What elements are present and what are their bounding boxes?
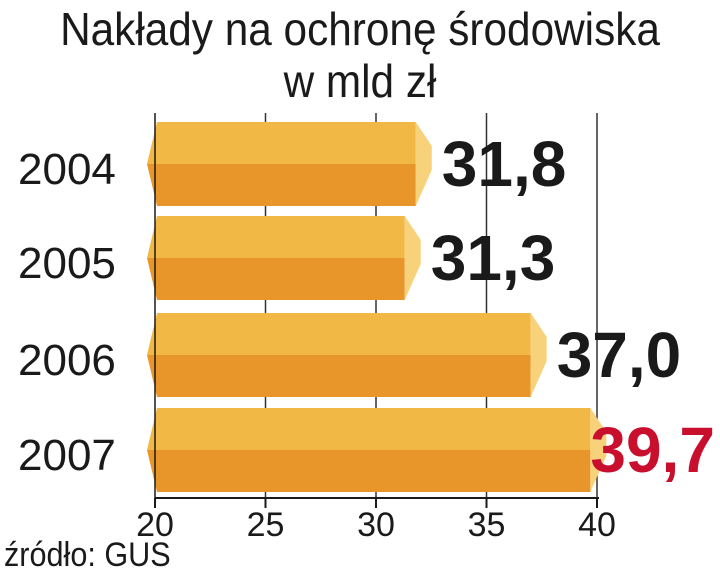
x-tick-label-20: 20: [136, 506, 174, 544]
bar-2005-end: [404, 216, 421, 300]
value-label-2005: 31,3: [431, 222, 556, 294]
bar-2007-end: [590, 408, 607, 492]
x-tick-label-35: 35: [468, 506, 506, 544]
chart-title: Nakłady na ochronę środowiska: [60, 3, 660, 55]
x-tick-label-25: 25: [247, 506, 285, 544]
bar-2006-bottom: [147, 355, 531, 397]
source-note: źródło: GUS: [4, 536, 171, 574]
bar-2004-top: [147, 122, 416, 164]
bar-2005-bottom: [147, 258, 405, 300]
value-label-2004: 31,8: [442, 128, 567, 200]
bar-2007-top: [147, 408, 591, 450]
bar-2004-bottom: [147, 164, 416, 206]
bar-2004-end: [415, 122, 432, 206]
value-label-2007: 39,7: [590, 414, 715, 486]
x-tick-label-30: 30: [357, 506, 395, 544]
bar-2006-top: [147, 313, 531, 355]
chart-subtitle: w mld zł: [283, 55, 437, 107]
x-tick-label-40: 40: [578, 506, 616, 544]
bar-2006-end: [530, 313, 547, 397]
value-label-2006: 37,0: [557, 319, 682, 391]
category-label-2006: 2006: [18, 336, 116, 385]
bar-2005-top: [147, 216, 405, 258]
category-label-2007: 2007: [18, 431, 116, 480]
category-label-2004: 2004: [18, 145, 116, 194]
bar-2007-bottom: [147, 450, 591, 492]
category-label-2005: 2005: [18, 239, 116, 288]
